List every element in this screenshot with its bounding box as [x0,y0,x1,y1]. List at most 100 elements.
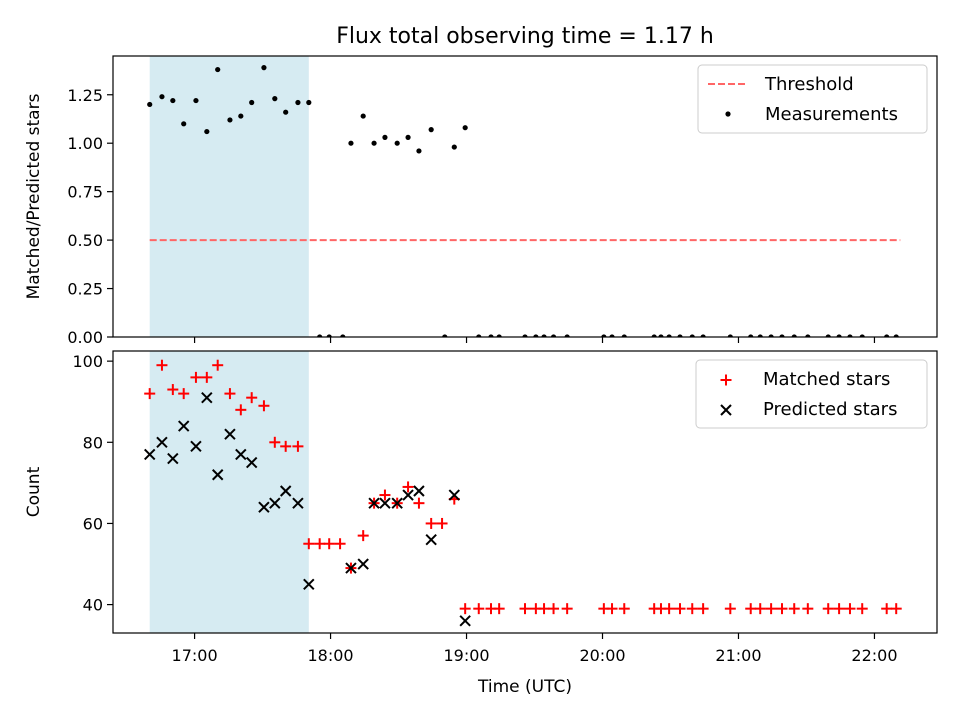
matched-star-point [686,603,698,615]
matched-star-point [167,384,179,396]
measurement-point [609,334,615,337]
matched-star-point [303,538,315,550]
measurement-point [405,134,411,140]
matched-star-point [881,603,893,615]
matched-star-point [745,603,757,615]
predicted-star-point [391,497,403,509]
legend: Matched stars Predicted stars [695,359,928,429]
matched-star-point [258,400,270,412]
y-axis-label: Count [24,466,44,517]
measurement-point [651,334,657,337]
predicted-star-point [368,497,380,509]
predicted-star-point [269,497,281,509]
matched-star-point [190,371,202,383]
measurement-point [215,66,221,73]
matched-star-point [323,538,335,550]
measurement-point [564,334,570,337]
predicted-star-point [144,448,156,461]
measurement-point [836,334,842,337]
predicted-star-point [303,578,315,591]
matched-star-point [246,392,258,404]
predicted-star-point [177,420,190,432]
matched-star-point [493,603,505,615]
matched-star-point [201,371,213,383]
matched-star-point [334,538,346,550]
plot-frame [112,350,938,634]
legend-measurement-swatch [725,111,731,117]
plot-frame [112,55,938,338]
measurement-point [779,334,785,337]
matched-star-point [436,517,448,529]
measurement-point [768,334,774,337]
predicted-star-point [235,448,247,461]
measurement-point [621,334,627,337]
x-tick-label: 18:00 [308,646,354,665]
measurement-point [805,334,811,337]
legend-predicted-swatch [720,404,732,416]
predicted-star-point [345,562,357,574]
measurement-point [317,334,323,337]
measurement-point [533,334,539,337]
x-tick-label: 17:00 [172,646,218,665]
matched-star-point [269,436,281,448]
top-panel: 0.00 0.25 0.50 0.75 1.00 1.25 Matched/Predicte… [24,55,938,347]
matched-star-point [606,603,618,615]
y-tick-label: 1.25 [67,86,103,105]
legend: Threshold Measurements [697,64,928,134]
matched-star-point [379,489,391,501]
measurement-point [348,140,354,146]
y-tick-label: 0.50 [67,231,103,250]
y-tick-label: 60 [83,514,103,533]
matched-star-point [280,440,292,452]
matched-star-point [224,388,236,400]
measurement-point [340,334,346,337]
measurement-point [522,334,528,337]
matched-star-point [724,603,736,615]
legend-box [697,64,928,134]
measurement-point [541,334,547,337]
x-axis: 17:00 18:00 19:00 20:00 21:00 22:00 [172,646,898,665]
measurement-point [394,140,400,146]
matched-star-point [788,603,800,615]
predicted-star-point [258,501,270,513]
predicted-star-point [459,615,471,627]
measurement-point [272,96,278,102]
matched-star-point [890,603,902,615]
measurement-point [757,334,763,337]
measurement-point [727,334,733,337]
measurement-point [295,99,301,106]
measurement-point [893,334,899,337]
matched-star-point [776,603,788,615]
chart-title: Flux total observing time = 1.17 h [336,24,714,49]
matched-star-point [156,359,168,371]
measurement-point [283,109,289,115]
measurement-point [700,334,706,337]
legend-entry-measurements: Measurements [765,104,898,125]
measurement-point [748,334,754,337]
predicted-star-point [279,485,292,497]
matched-star-point [802,603,814,615]
measurement-point [306,99,312,106]
matched-star-point [674,603,686,615]
legend-box [695,359,928,429]
matched-star-point [357,530,369,542]
x-axis-label: Time (UTC) [477,677,572,697]
observing-window-span [149,56,309,337]
predicted-star-point [448,489,461,501]
matched-star-point [754,603,766,615]
measurement-point [689,334,695,337]
matched-star-point [144,388,156,400]
matched-star-point [833,603,845,615]
predicted-star-point [402,489,414,501]
matched-star-point [548,603,560,615]
matched-star-point [844,603,856,615]
measurement-point [204,128,210,135]
measurement-point [791,334,797,337]
data-marks [147,65,901,337]
y-tick-label: 0.25 [67,280,103,299]
matched-star-point [425,517,437,529]
y-tick-label: 0.75 [67,183,103,202]
legend-entry-threshold: Threshold [764,74,854,95]
matched-star-point [697,603,709,615]
matched-star-point [561,603,573,615]
